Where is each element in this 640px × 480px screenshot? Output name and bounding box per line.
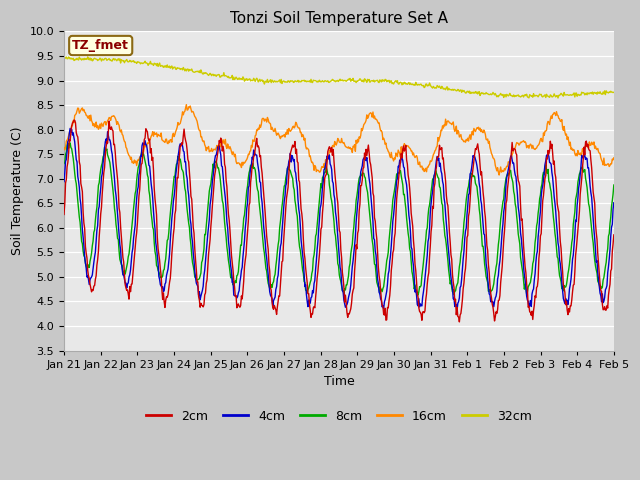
Legend: 2cm, 4cm, 8cm, 16cm, 32cm: 2cm, 4cm, 8cm, 16cm, 32cm <box>141 405 537 428</box>
Text: TZ_fmet: TZ_fmet <box>72 39 129 52</box>
Y-axis label: Soil Temperature (C): Soil Temperature (C) <box>11 127 24 255</box>
X-axis label: Time: Time <box>324 375 355 388</box>
Title: Tonzi Soil Temperature Set A: Tonzi Soil Temperature Set A <box>230 11 448 26</box>
